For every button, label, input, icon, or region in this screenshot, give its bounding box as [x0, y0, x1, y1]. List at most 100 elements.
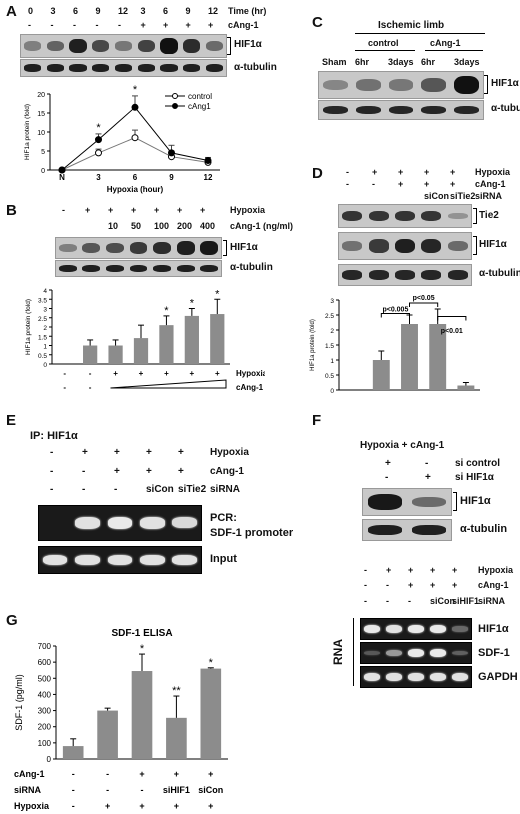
hypoxia-mark: + [190, 369, 195, 378]
y-tick-label: 100 [38, 739, 52, 748]
sirna-row-label: siRNA [14, 785, 42, 795]
sirna-mark: siCon [198, 785, 223, 795]
y-tick-label: 0.5 [38, 353, 47, 360]
lane-mark: - [408, 596, 411, 606]
significance-star: * [190, 298, 195, 310]
lane-mark: + [108, 205, 114, 215]
y-tick-label: 1 [43, 344, 47, 351]
y-tick-label: 600 [38, 658, 52, 667]
band [421, 105, 447, 115]
band [129, 242, 148, 254]
bar [372, 360, 390, 390]
lane-mark: + [208, 20, 214, 30]
cang-mark: - [63, 383, 66, 392]
lane-mark: 200 [177, 221, 193, 231]
lane-mark: - [73, 20, 76, 30]
panel-f-hif1a-label: HIF1α [460, 495, 491, 507]
panel-d-hif1a-blot [338, 232, 472, 260]
lane-mark: - [364, 596, 367, 606]
band [407, 672, 425, 682]
lane-mark: 3 [50, 6, 56, 16]
cang-mark: - [106, 769, 109, 779]
band [92, 39, 110, 53]
panel-c-tubulin-blot [318, 100, 484, 120]
y-tick-label: 3 [43, 307, 47, 314]
y-tick-label: 2 [330, 328, 334, 335]
band [412, 525, 446, 535]
lane-mark: - [118, 20, 121, 30]
y-tick-label: 0.5 [325, 373, 334, 380]
bar [184, 315, 199, 364]
band [58, 264, 77, 273]
lane-mark: + [114, 466, 120, 477]
cang-mark: - [89, 383, 92, 392]
band [421, 210, 442, 222]
chart-title: SDF-1 ELISA [111, 628, 172, 639]
panel-f-title: Hypoxia + cAng-1 [360, 440, 445, 451]
si-row-label: si control [455, 458, 501, 469]
panel-c-tubulin-label: α-tubulin [491, 103, 520, 114]
hypoxia-mark: + [113, 369, 118, 378]
band [129, 264, 148, 273]
band [82, 264, 101, 273]
lane-mark: 100 [154, 221, 170, 231]
lane-mark: + [398, 167, 404, 177]
lane-mark: siCon [146, 484, 174, 495]
band [176, 264, 195, 273]
lane-mark: + [385, 458, 391, 469]
legend-label: control [188, 92, 212, 101]
bar [200, 668, 222, 759]
panel-d-sirna-label: siRNA [475, 191, 503, 201]
lane-mark: + [146, 447, 152, 458]
panel-b-bar-chart: 0 0.5 1 1.5 2 2.5 3 3.5 4 HIF1a protein (fold) - - +… [25, 288, 265, 392]
p-value-label: p<0.01 [441, 328, 463, 335]
data-point [95, 136, 102, 144]
cang-mark: + [208, 769, 213, 779]
panel-f-hif1a-gel [360, 618, 472, 640]
panel-a-label: A [6, 3, 17, 20]
lane-mark: + [408, 580, 414, 590]
lane-mark: + [200, 205, 206, 215]
y-axis-title: HIF1a protein (fold) [310, 319, 316, 371]
band [114, 64, 133, 72]
lane-mark: + [82, 447, 88, 458]
y-tick-label: 10 [37, 130, 45, 137]
band [385, 624, 403, 634]
band [46, 64, 64, 72]
panel-e-input-gel [38, 546, 202, 574]
panel-f-rna-line [353, 618, 354, 686]
panel-c-control-line [355, 50, 415, 51]
panel-f-hypoxia-label: Hypoxia [478, 565, 514, 575]
band [75, 517, 100, 529]
bar [131, 671, 153, 759]
lane-mark: siTie2 [450, 191, 476, 201]
lane-mark: 6hr [421, 57, 436, 67]
y-tick-label: 3.5 [38, 297, 47, 304]
bar [133, 338, 149, 364]
band [421, 270, 442, 280]
bar [83, 345, 98, 364]
lane-mark: 12 [208, 6, 219, 16]
hypoxia-mark: + [215, 369, 220, 378]
band [205, 64, 224, 72]
legend-marker [172, 103, 178, 109]
panel-f-sirna-label: siRNA [478, 596, 506, 606]
panel-e-input-label: Input [210, 553, 237, 565]
dose-triangle [110, 379, 227, 389]
band [23, 64, 42, 72]
lane-mark: + [185, 20, 191, 30]
lane-mark: - [82, 484, 86, 495]
y-tick-label: 1.5 [38, 334, 47, 341]
panel-e-promoter-label: SDF-1 promoter [210, 527, 294, 539]
x-axis-title: Hypoxia (hour) [107, 185, 164, 194]
data-point [168, 149, 175, 157]
band [172, 555, 198, 565]
band [46, 40, 64, 52]
lane-mark: siCon [424, 191, 450, 201]
panel-d-tie2-blot [338, 204, 472, 228]
lane-mark: + [114, 447, 120, 458]
significance-star: * [133, 84, 138, 96]
y-tick-label: 200 [38, 723, 52, 732]
hypoxia-mark: - [89, 369, 92, 378]
significance-star: * [164, 305, 169, 317]
